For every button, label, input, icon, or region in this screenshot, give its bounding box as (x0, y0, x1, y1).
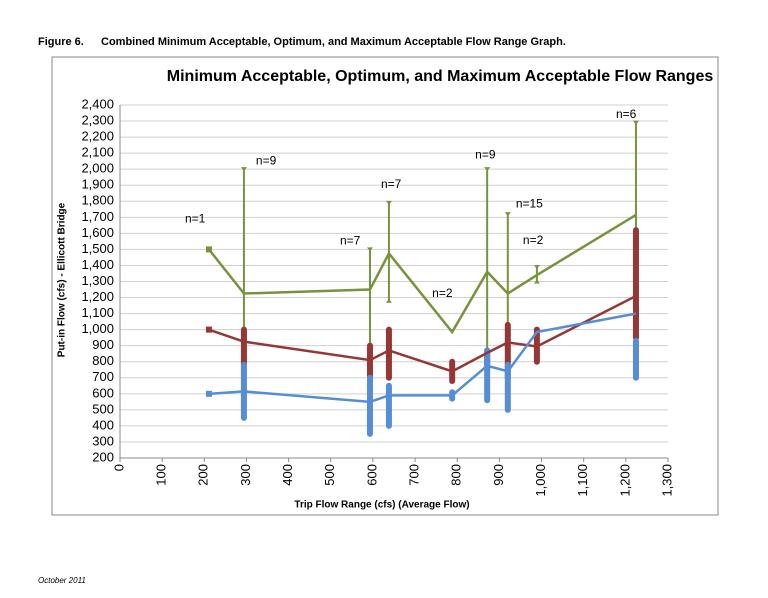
n-label: n=9 (475, 147, 496, 161)
y-tick-label: 2,000 (81, 161, 114, 176)
chart-title: Minimum Acceptable, Optimum, and Maximum… (167, 68, 714, 85)
range-cap (366, 247, 373, 252)
x-tick-label: 600 (364, 464, 379, 486)
x-tick-label: 1,200 (617, 464, 632, 497)
y-tick-label: 900 (92, 337, 114, 352)
y-tick-label: 2,400 (81, 96, 114, 111)
y-tick-label: 2,300 (81, 112, 114, 127)
y-tick-label: 1,200 (81, 289, 114, 304)
range-cap (240, 167, 247, 172)
range-cap (533, 279, 540, 284)
n-label: n=2 (432, 286, 453, 300)
y-tick-label: 200 (92, 449, 114, 464)
y-tick-label: 1,900 (81, 177, 114, 192)
x-tick-label: 1,100 (575, 464, 590, 497)
x-tick-label: 800 (449, 464, 464, 486)
y-tick-label: 1,700 (81, 209, 114, 224)
point-marker (205, 326, 212, 333)
y-tick-label: 1,600 (81, 225, 114, 240)
range-cap (533, 265, 540, 270)
point-marker (205, 246, 212, 253)
y-tick-label: 800 (92, 353, 114, 368)
range-cap (632, 120, 639, 125)
y-tick-label: 1,300 (81, 273, 114, 288)
range-cap (504, 212, 511, 217)
x-tick-label: 400 (280, 464, 295, 486)
x-axis-label: Trip Flow Range (cfs) (Average Flow) (294, 500, 469, 511)
y-tick-label: 600 (92, 385, 114, 400)
x-tick-label: 900 (491, 464, 506, 486)
x-tick-label: 1,000 (533, 464, 548, 497)
point-marker (205, 390, 212, 397)
n-label: n=9 (256, 153, 277, 167)
n-label: n=7 (381, 177, 402, 191)
n-label: n=7 (340, 234, 361, 248)
figure-caption: Combined Minimum Acceptable, Optimum, an… (101, 36, 566, 48)
x-tick-label: 1,300 (659, 464, 674, 497)
chart-frame (51, 56, 719, 516)
x-tick-label: 500 (322, 464, 337, 486)
series-line (207, 213, 637, 335)
y-tick-label: 300 (92, 433, 114, 448)
footer-date: October 2011 (38, 576, 86, 585)
x-tick-label: 100 (154, 464, 169, 486)
y-tick-label: 1,400 (81, 257, 114, 272)
x-tick-label: 200 (196, 464, 211, 486)
y-axis-label: Put-in Flow (cfs) - Ellicott Bridge (57, 202, 68, 357)
y-tick-label: 2,200 (81, 129, 114, 144)
y-tick-label: 400 (92, 417, 114, 432)
n-label: n=6 (616, 107, 637, 121)
figure-number: Figure 6. (38, 36, 84, 48)
y-tick-label: 1,800 (81, 193, 114, 208)
n-label: n=1 (185, 212, 206, 226)
n-label: n=2 (523, 233, 544, 247)
x-tick-label: 700 (407, 464, 422, 486)
x-tick-label: 0 (111, 464, 126, 471)
y-tick-label: 1,100 (81, 305, 114, 320)
series-line (208, 312, 637, 404)
n-label: n=15 (516, 196, 543, 210)
y-tick-label: 700 (92, 369, 114, 384)
range-cap (484, 167, 491, 172)
y-tick-label: 2,100 (81, 145, 114, 160)
y-tick-label: 500 (92, 401, 114, 416)
y-tick-label: 1,500 (81, 241, 114, 256)
y-tick-label: 1,000 (81, 321, 114, 336)
range-cap (385, 200, 392, 205)
x-tick-label: 300 (238, 464, 253, 486)
range-cap (385, 298, 392, 303)
